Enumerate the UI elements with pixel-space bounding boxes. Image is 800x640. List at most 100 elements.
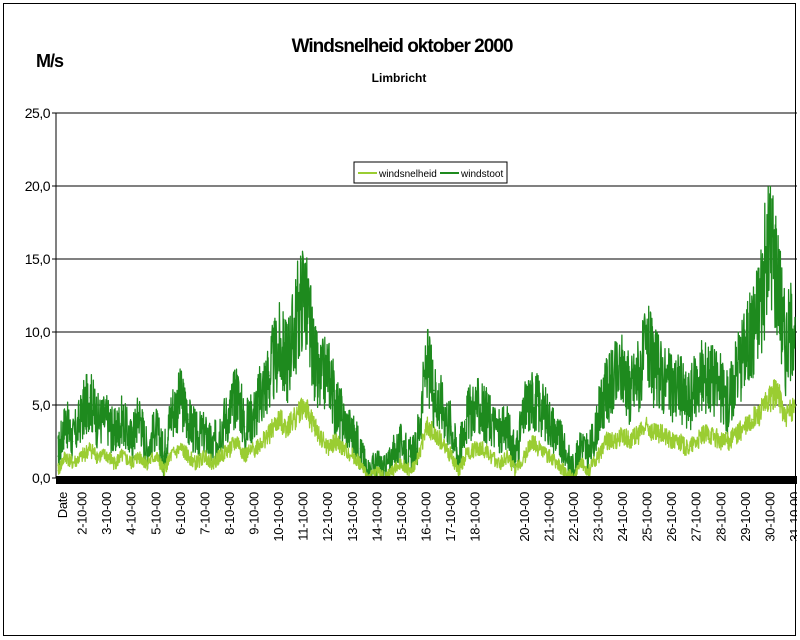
data-point-windsnelheid (317, 433, 319, 435)
data-point-windsnelheid (745, 426, 747, 428)
data-point-windsnelheid (440, 440, 442, 443)
data-point-windstoot (303, 287, 305, 289)
data-point-windsnelheid (671, 440, 673, 443)
data-point-windstoot (268, 375, 270, 377)
data-point-windstoot (482, 411, 484, 413)
data-point-windsnelheid (187, 455, 189, 457)
data-point-windstoot (195, 433, 197, 435)
x-tick-label: 9-10-00 (247, 492, 262, 535)
data-point-windsnelheid (425, 426, 428, 428)
x-tick-label: 11-10-00 (296, 492, 311, 541)
data-point-windsnelheid (678, 440, 681, 443)
data-point-windstoot (440, 404, 442, 406)
data-point-windsnelheid (794, 404, 796, 406)
data-point-windsnelheid (335, 440, 337, 443)
data-point-windsnelheid (563, 470, 565, 472)
data-point-windstoot (121, 419, 123, 421)
y-tick-label: 20,0 (25, 178, 51, 194)
x-tick-label: 14-10-00 (369, 492, 384, 542)
data-point-windstoot (612, 382, 614, 384)
data-point-windsnelheid (622, 433, 624, 435)
data-point-windstoot (760, 294, 762, 297)
x-tick-label: 12-10-00 (320, 492, 335, 542)
data-point-windstoot (605, 389, 607, 391)
data-point-windstoot (728, 404, 730, 406)
data-point-windstoot (335, 404, 337, 406)
data-point-windsnelheid (106, 455, 108, 457)
data-point-windstoot (244, 426, 246, 428)
data-point-windstoot (310, 338, 312, 340)
x-tick-label: 5-10-00 (148, 492, 163, 535)
data-point-windsnelheid (82, 455, 84, 457)
data-point-windstoot (678, 382, 681, 384)
data-point-windstoot (531, 397, 533, 399)
data-point-windsnelheid (310, 419, 312, 421)
data-point-windsnelheid (113, 462, 116, 464)
data-point-windstoot (89, 397, 91, 399)
x-tick-label: 6-10-00 (173, 492, 188, 535)
data-point-windsnelheid (204, 455, 206, 457)
data-point-windsnelheid (327, 448, 329, 450)
y-tick-label: 10,0 (25, 324, 51, 340)
data-point-windsnelheid (728, 440, 730, 443)
data-point-windstoot (686, 404, 688, 406)
x-tick-label: 27-10-00 (689, 492, 704, 542)
data-point-windsnelheid (416, 462, 418, 464)
data-point-windsnelheid (145, 462, 147, 464)
data-point-windstoot (391, 455, 393, 457)
data-point-windstoot (64, 419, 66, 421)
data-point-windstoot (293, 331, 295, 333)
data-point-windsnelheid (489, 455, 491, 457)
x-tick-label: 4-10-00 (124, 492, 139, 535)
legend-label-windsnelheid: windsnelheid (378, 169, 437, 180)
data-point-windstoot (425, 360, 428, 362)
data-point-windstoot (556, 433, 558, 435)
x-tick-label: 3-10-00 (99, 492, 114, 535)
x-tick-label: 10-10-00 (271, 492, 286, 542)
x-tick-label: 20-10-00 (517, 492, 532, 542)
data-point-windsnelheid (507, 455, 509, 457)
data-point-windsnelheid (538, 448, 541, 450)
data-point-windstoot (489, 419, 491, 421)
data-point-windsnelheid (170, 455, 172, 457)
data-point-windstoot (524, 411, 526, 413)
x-tick-label: 22-10-00 (566, 492, 581, 542)
data-point-windstoot (457, 455, 459, 457)
y-axis-unit-label: M/s (36, 51, 64, 71)
data-point-windsnelheid (401, 462, 403, 464)
data-point-windstoot (563, 448, 565, 450)
data-point-windstoot (204, 433, 206, 435)
data-point-windstoot (170, 411, 172, 413)
data-point-windstoot (752, 331, 754, 333)
data-point-windsnelheid (769, 397, 772, 399)
x-tick-label: 15-10-00 (394, 492, 409, 542)
x-tick-label: 25-10-00 (640, 492, 655, 542)
data-point-windstoot (597, 419, 600, 421)
data-point-windsnelheid (548, 455, 550, 457)
data-point-windsnelheid (303, 404, 305, 406)
x-tick-label: 28-10-00 (713, 492, 728, 542)
data-point-windsnelheid (580, 462, 582, 464)
x-tick-label: 24-10-00 (615, 492, 630, 542)
data-point-windstoot (548, 419, 550, 421)
x-axis-title: Date (55, 492, 70, 518)
data-point-windsnelheid (499, 462, 501, 464)
data-point-windsnelheid (629, 440, 632, 443)
data-point-windsnelheid (195, 462, 197, 464)
data-point-windsnelheid (64, 455, 66, 457)
data-point-windstoot (180, 397, 182, 399)
y-tick-label: 15,0 (25, 251, 51, 267)
chart-subtitle: Limbricht (372, 71, 427, 85)
data-point-windstoot (538, 404, 541, 406)
data-point-windstoot (278, 346, 280, 348)
data-point-windsnelheid (408, 470, 410, 472)
data-point-windsnelheid (359, 462, 361, 464)
data-point-windsnelheid (482, 448, 484, 450)
data-point-windstoot (131, 440, 133, 443)
data-point-windstoot (514, 455, 516, 457)
data-point-windstoot (710, 375, 713, 377)
data-point-windsnelheid (376, 470, 378, 472)
x-axis-ticks: 2-10-00 3-10-00 4-10-00 5-10-00 6-10-00 7-10-… (75, 492, 797, 542)
data-point-windstoot (187, 419, 189, 421)
data-point-windsnelheid (760, 411, 762, 413)
